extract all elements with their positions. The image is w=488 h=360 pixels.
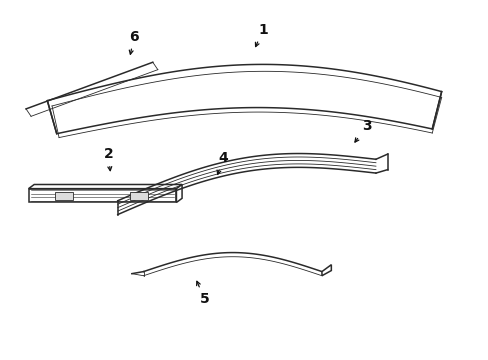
Text: 6: 6 [129,30,139,54]
Polygon shape [47,64,441,134]
Polygon shape [28,184,182,189]
Text: 5: 5 [196,281,209,306]
Polygon shape [28,189,176,202]
Polygon shape [321,265,331,276]
Text: 2: 2 [103,147,113,171]
Text: 1: 1 [255,23,267,46]
Polygon shape [130,192,147,200]
Text: 3: 3 [354,120,370,142]
Text: 4: 4 [217,150,228,174]
Polygon shape [176,184,182,202]
Polygon shape [55,192,73,200]
